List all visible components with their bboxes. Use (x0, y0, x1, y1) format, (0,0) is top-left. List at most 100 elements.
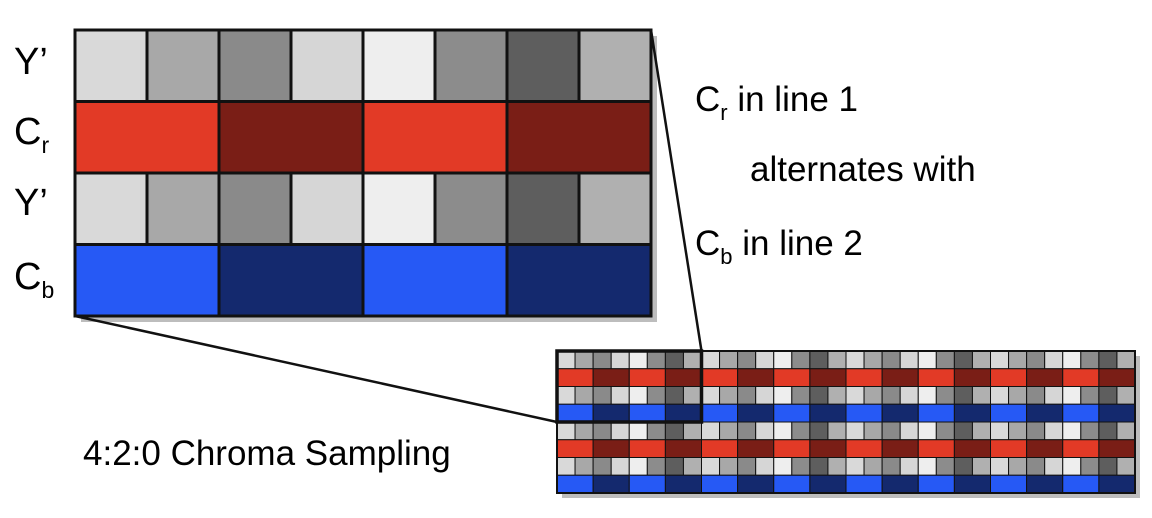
magnified-sample-grid (73, 28, 653, 318)
row-label-luma-1: Y’ (14, 41, 48, 83)
frame-luma-sample (845, 421, 865, 441)
frame-luma-sample (592, 421, 612, 441)
luma-sample (217, 171, 293, 246)
frame-luma-sample (899, 457, 919, 476)
frame-luma-sample (755, 350, 775, 370)
frame-luma-sample (845, 386, 865, 405)
luma-sample (433, 28, 509, 103)
frame-luma-sample (610, 386, 630, 405)
cb-sample (73, 243, 221, 318)
frame-cb-sample (809, 403, 847, 423)
frame-luma-sample (1116, 421, 1136, 441)
frame-luma-sample (610, 350, 630, 370)
frame-luma-sample (646, 350, 666, 370)
frame-luma-sample (773, 457, 793, 476)
frame-luma-sample (1116, 457, 1136, 476)
frame-luma-sample (953, 350, 973, 370)
luma-sample (73, 28, 149, 103)
frame-luma-sample (953, 457, 973, 476)
diagram-title: 4:2:0 Chroma Sampling (83, 434, 451, 473)
frame-luma-sample (827, 457, 847, 476)
frame-cb-sample (737, 403, 775, 423)
frame-luma-sample (755, 421, 775, 441)
frame-luma-sample (791, 386, 811, 405)
frame-cb-sample (592, 474, 630, 494)
frame-cb-sample (1062, 474, 1100, 494)
frame-cr-sample (845, 439, 883, 458)
frame-luma-sample (1116, 350, 1136, 370)
frame-luma-sample (628, 457, 648, 476)
frame-luma-sample (719, 350, 739, 370)
frame-luma-sample (628, 386, 648, 405)
cb-sample (505, 243, 653, 318)
frame-luma-sample (592, 457, 612, 476)
frame-luma-sample (1098, 457, 1118, 476)
frame-luma-sample (574, 350, 594, 370)
frame-cr-sample (990, 439, 1028, 458)
frame-luma-sample (791, 350, 811, 370)
frame-luma-sample (791, 421, 811, 441)
frame-cb-sample (1098, 403, 1136, 423)
frame-luma-sample (1008, 350, 1028, 370)
frame-luma-sample (935, 386, 955, 405)
cr-sample (361, 100, 509, 175)
frame-luma-sample (990, 350, 1010, 370)
frame-luma-sample (701, 421, 721, 441)
frame-luma-sample (1062, 350, 1082, 370)
frame-luma-sample (1062, 457, 1082, 476)
luma-sample (289, 28, 365, 103)
frame-luma-sample (1044, 350, 1064, 370)
zoom-connector-lines (74, 29, 703, 424)
luma-sample (577, 171, 653, 246)
frame-cb-sample (917, 403, 955, 423)
frame-luma-sample (1116, 386, 1136, 405)
frame-cr-sample (917, 439, 955, 458)
frame-luma-sample (1098, 350, 1118, 370)
connector-bottom-left (74, 314, 558, 424)
luma-sample (577, 28, 653, 103)
frame-luma-sample (682, 386, 702, 405)
frame-luma-sample (773, 386, 793, 405)
frame-cr-sample (556, 439, 594, 458)
frame-luma-sample (827, 350, 847, 370)
frame-luma-sample (574, 457, 594, 476)
frame-cr-sample (628, 368, 666, 387)
frame-luma-sample (592, 386, 612, 405)
frame-luma-sample (737, 350, 757, 370)
frame-luma-sample (773, 421, 793, 441)
frame-luma-sample (1062, 421, 1082, 441)
frame-luma-sample (737, 457, 757, 476)
frame-luma-sample (917, 386, 937, 405)
frame-luma-sample (953, 421, 973, 441)
cr-sample (73, 100, 221, 175)
frame-luma-sample (719, 421, 739, 441)
frame-cr-sample (701, 439, 739, 458)
full-frame-sample-grid (555, 349, 1136, 494)
frame-luma-sample (664, 421, 684, 441)
frame-cb-sample (773, 474, 811, 494)
frame-luma-sample (917, 350, 937, 370)
frame-luma-sample (899, 386, 919, 405)
row-label-cb: Cb (14, 256, 55, 303)
caption-alternates-with: alternates with (750, 150, 976, 189)
frame-luma-sample (628, 350, 648, 370)
frame-cb-sample (556, 403, 594, 423)
frame-luma-sample (971, 350, 991, 370)
frame-cb-sample (990, 403, 1028, 423)
frame-cb-sample (628, 474, 666, 494)
luma-sample (361, 28, 437, 103)
luma-sample (433, 171, 509, 246)
frame-cb-sample (990, 474, 1028, 494)
frame-luma-sample (628, 421, 648, 441)
frame-luma-sample (953, 386, 973, 405)
frame-luma-sample (556, 457, 576, 476)
frame-luma-sample (646, 457, 666, 476)
frame-cb-sample (953, 474, 991, 494)
frame-cr-sample (773, 439, 811, 458)
frame-luma-sample (827, 421, 847, 441)
frame-luma-sample (1044, 457, 1064, 476)
frame-cr-sample (809, 439, 847, 458)
frame-cr-sample (664, 439, 702, 458)
frame-luma-sample (863, 350, 883, 370)
frame-luma-sample (881, 421, 901, 441)
